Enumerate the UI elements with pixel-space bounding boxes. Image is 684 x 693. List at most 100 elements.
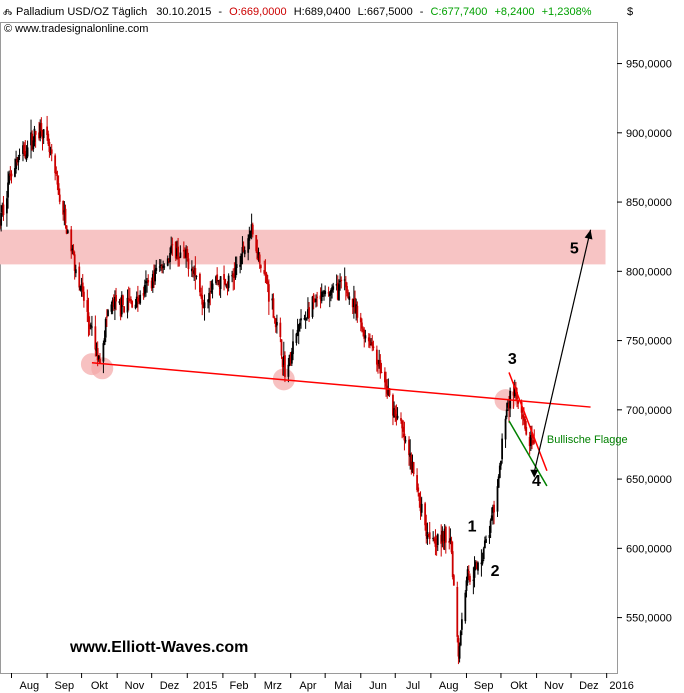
candle-body [483,540,486,549]
instrument-name: Palladium USD/OZ Täglich [16,6,147,18]
candle-body [179,252,182,258]
candle-body [375,349,378,365]
candle-body [218,280,221,287]
candle-body [321,292,324,294]
x-tick-label: Mai [334,680,352,692]
candle-body [139,294,142,304]
candle-body [9,173,12,176]
candle-body [364,335,367,339]
candle-body [313,301,316,303]
candle-body [348,296,351,300]
candle-body [41,131,44,140]
candle-body [482,548,485,560]
candle-body [47,133,50,145]
candle-body [119,298,122,317]
candle-body [265,273,268,283]
candle-body [288,354,291,366]
candle-body [480,562,483,565]
candle-body [159,264,162,266]
candle-body [147,280,150,283]
candle-body [500,460,502,466]
candle-body [1,205,4,213]
candle-body [513,387,516,397]
candle-body [65,225,68,234]
candle-body [255,235,258,252]
candle-body [346,286,348,294]
flag-lower-line [508,420,548,487]
y-tick-label: 650,0000 [626,474,672,486]
candle-body [303,318,306,320]
candle-body [217,280,220,282]
candle-body [219,276,222,290]
candle-body [410,454,413,470]
candle-body [231,275,233,277]
candle-body [249,230,252,237]
candle-body [200,293,202,297]
candle-body [356,305,359,318]
candle-body [73,254,76,271]
candle-body [112,299,115,307]
candle-body [248,234,251,241]
candle-body [120,295,123,315]
candle-body [433,538,436,542]
candle-body [331,287,333,292]
candle-body [451,551,454,577]
candle-body [380,371,383,373]
candle-body [153,272,155,282]
candle-body [127,298,130,301]
candle-body [492,506,494,513]
candle-body [369,339,371,346]
candle-body [371,342,374,347]
candle-body [281,357,284,368]
candle-body [136,297,139,302]
candle-body [224,278,227,285]
candle-body [107,310,109,317]
candle-body [257,252,260,258]
candle-body [308,307,310,318]
candle-body [264,272,267,274]
candle-body [226,283,229,289]
candle-body [79,285,82,291]
candle-body [131,300,134,308]
candle-body [111,300,114,304]
candle-body [80,284,83,286]
candle-body [267,284,270,302]
x-tick-label: Nov [544,680,564,692]
candle-body [72,250,75,255]
header-change: +8,2400 [494,6,534,18]
candle-body [328,293,331,296]
candle-body [347,292,350,299]
candle-body [465,580,468,591]
candle-body [15,159,17,169]
candle-body [86,300,89,312]
x-tick-label: Jun [369,680,387,692]
candle-body [316,296,319,298]
candle-body [428,532,431,539]
candle-body [259,265,262,269]
candle-body [155,267,158,271]
candle-body [216,274,219,282]
candle-body [432,537,435,540]
candle-body [26,147,29,157]
candle-body [335,284,338,286]
x-tick-label: Okt [91,680,108,692]
candle-body [332,286,335,290]
candle-body [370,344,373,346]
candle-body [472,579,475,581]
candle-body [57,183,60,195]
candle-body [64,208,67,224]
candle-body [460,619,463,630]
candle-body [171,244,174,246]
candle-body [311,296,314,317]
candle-body [464,592,467,622]
candle-body [508,403,510,409]
candle-body [520,402,523,413]
candle-body [232,273,235,277]
y-tick-label: 950,0000 [626,59,672,71]
candle-body [444,526,447,543]
wave-label: 1 [468,519,477,536]
candle-body [38,132,40,139]
x-tick-label: Sep [55,680,75,692]
candle-body [174,241,177,259]
